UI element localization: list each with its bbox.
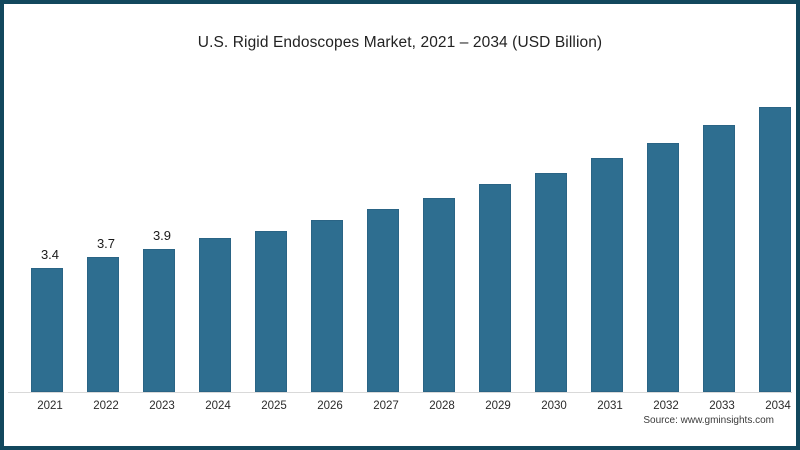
bar-value-label: 3.9	[152, 228, 172, 243]
bar[interactable]	[759, 107, 791, 392]
bar-slot	[582, 74, 638, 392]
x-axis-tick-label: 2034	[765, 400, 791, 412]
bar[interactable]	[199, 238, 231, 392]
plot-area: 3.4 3.7 3.9	[22, 74, 791, 392]
x-axis-baseline	[8, 392, 792, 393]
bar-slot	[694, 74, 750, 392]
bar-slot	[750, 74, 800, 392]
x-axis-tick-label: 2031	[597, 400, 623, 412]
x-axis-tick-label: 2028	[429, 400, 455, 412]
bar-slot	[414, 74, 470, 392]
source-note: Source: www.gminsights.com	[643, 415, 774, 426]
bar[interactable]	[479, 184, 511, 392]
x-axis-tick-label: 2027	[373, 400, 399, 412]
bar[interactable]	[255, 231, 287, 392]
bar-slot: 3.4	[22, 74, 78, 392]
x-axis-tick-label: 2032	[653, 400, 679, 412]
bar-slot	[638, 74, 694, 392]
x-axis-tick-label: 2025	[261, 400, 287, 412]
bar-slot	[302, 74, 358, 392]
bar-slot	[190, 74, 246, 392]
x-axis-tick-label: 2030	[541, 400, 567, 412]
bar-slot	[526, 74, 582, 392]
bar[interactable]	[31, 268, 63, 392]
bar[interactable]	[143, 249, 175, 392]
x-axis-tick-label: 2023	[149, 400, 175, 412]
chart-title: U.S. Rigid Endoscopes Market, 2021 – 203…	[197, 34, 603, 51]
bar-slot	[470, 74, 526, 392]
bar[interactable]	[591, 158, 623, 392]
bar-slot: 3.7	[78, 74, 134, 392]
bar[interactable]	[311, 220, 343, 392]
x-axis-tick-label: 2024	[205, 400, 231, 412]
x-axis-tick-label: 2029	[485, 400, 511, 412]
x-axis-tick-label: 2021	[37, 400, 63, 412]
bar-value-label: 3.4	[40, 247, 60, 262]
bar[interactable]	[367, 209, 399, 392]
x-axis-tick-label: 2022	[93, 400, 119, 412]
bar-slot	[246, 74, 302, 392]
x-axis-tick-label: 2033	[709, 400, 735, 412]
bar[interactable]	[87, 257, 119, 392]
bar[interactable]	[647, 143, 679, 392]
bar[interactable]	[423, 198, 455, 392]
bar[interactable]	[703, 125, 735, 392]
x-axis-tick-label: 2026	[317, 400, 343, 412]
bar[interactable]	[535, 173, 567, 392]
bar-slot: 3.9	[134, 74, 190, 392]
bar-slot	[358, 74, 414, 392]
bar-value-label: 3.7	[96, 236, 116, 251]
